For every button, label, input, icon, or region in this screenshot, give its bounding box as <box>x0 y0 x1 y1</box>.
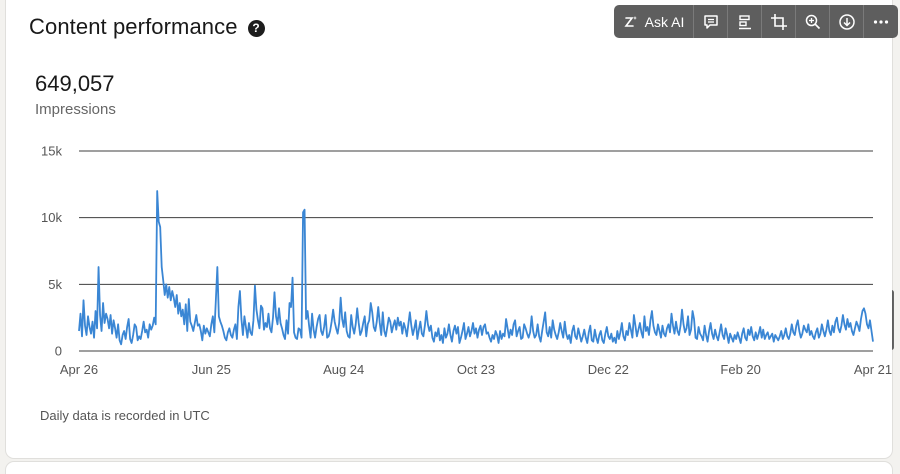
ask-ai-label: Ask AI <box>644 13 685 30</box>
impressions-line-chart: 0 5k 10k 15k Apr 26 Jun 25 Aug 24 Oct 23 Dec 22… <box>41 144 892 378</box>
x-tick-label: Feb 20 <box>720 362 760 377</box>
x-tick-label: Jun 25 <box>192 362 231 377</box>
content-performance-card <box>6 0 892 458</box>
x-axis-ticks: Apr 26 Jun 25 Aug 24 Oct 23 Dec 22 Feb 20 Apr … <box>60 362 892 377</box>
sparkle-icon <box>623 14 639 30</box>
help-icon[interactable]: ? <box>247 19 265 37</box>
more-options-button[interactable] <box>864 5 898 38</box>
crop-icon <box>770 13 788 31</box>
y-tick-label: 5k <box>48 277 62 292</box>
impressions-label: Impressions <box>35 101 116 118</box>
next-card-edge <box>6 462 892 474</box>
card-header: Content performance ? <box>29 14 265 40</box>
align-button[interactable] <box>728 5 762 38</box>
series-line-impressions <box>78 190 874 346</box>
x-tick-label: Oct 23 <box>457 362 495 377</box>
chart-gridlines <box>79 150 873 352</box>
download-button[interactable] <box>830 5 864 38</box>
crop-button[interactable] <box>762 5 796 38</box>
y-tick-label: 10k <box>41 210 62 225</box>
ask-ai-button[interactable]: Ask AI <box>614 5 694 38</box>
comment-icon <box>702 13 720 31</box>
download-icon <box>838 13 856 31</box>
y-axis-ticks: 0 5k 10k 15k <box>41 144 62 359</box>
comment-button[interactable] <box>694 5 728 38</box>
page-title: Content performance <box>29 14 238 39</box>
more-icon <box>872 13 890 31</box>
y-tick-label: 0 <box>55 344 62 359</box>
x-tick-label: Apr 26 <box>60 362 98 377</box>
x-tick-label: Aug 24 <box>323 362 364 377</box>
chart-toolbar: Ask AI <box>614 5 898 38</box>
zoom-in-icon <box>804 13 822 31</box>
align-icon <box>736 13 754 31</box>
x-tick-label: Apr 21 <box>854 362 892 377</box>
footer-note: Daily data is recorded in UTC <box>40 408 210 423</box>
y-tick-label: 15k <box>41 144 62 159</box>
zoom-in-button[interactable] <box>796 5 830 38</box>
x-tick-label: Dec 22 <box>588 362 629 377</box>
impressions-total: 649,057 <box>35 71 115 96</box>
